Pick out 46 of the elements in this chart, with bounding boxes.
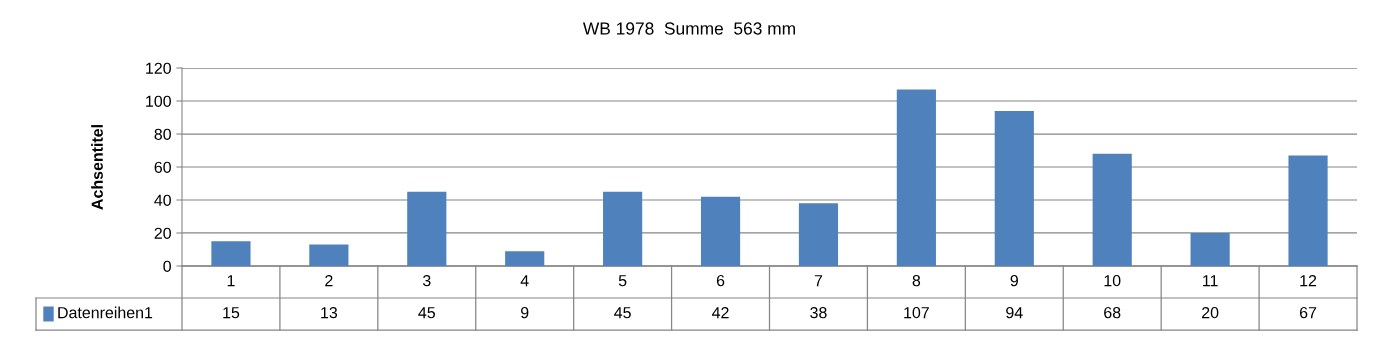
bar [1288, 155, 1328, 266]
y-tick-label: 0 [163, 260, 171, 272]
x-tick-label: 4 [520, 275, 529, 287]
bar [896, 89, 936, 266]
x-tick-label: 11 [1203, 275, 1218, 287]
bar [1190, 233, 1230, 266]
bar [994, 110, 1034, 266]
data-label: 42 [712, 306, 729, 319]
data-label: 13 [321, 306, 338, 319]
data-label: 9 [521, 306, 529, 319]
x-tick-label: 7 [814, 275, 823, 287]
y-tick-label: 100 [146, 95, 171, 107]
data-label: 45 [614, 307, 631, 319]
x-tick-label: 10 [1104, 274, 1121, 287]
data-label: 15 [223, 307, 240, 319]
bar [700, 196, 741, 266]
y-tick-label: 80 [154, 128, 171, 140]
data-label: 20 [1202, 306, 1219, 319]
x-tick-label: 6 [716, 274, 725, 287]
data-label: 38 [810, 306, 827, 319]
x-tick-label: 8 [912, 274, 921, 287]
data-label: 45 [418, 307, 436, 319]
data-label: 94 [1006, 306, 1023, 319]
legend-label: Datenreihen1 [58, 306, 153, 319]
x-tick-label: 9 [1010, 274, 1018, 287]
bar [211, 241, 251, 266]
y-tick-label: 40 [154, 194, 171, 206]
y-axis-title: Achsentitel [91, 125, 103, 210]
data-label: 68 [1104, 306, 1121, 319]
x-tick-label: 1 [227, 275, 235, 287]
x-tick-label: 12 [1300, 274, 1317, 287]
y-tick-label: 60 [154, 161, 171, 173]
bar [309, 244, 349, 266]
y-tick-label: 20 [154, 227, 171, 239]
bar [407, 191, 447, 266]
bar [505, 251, 545, 266]
x-tick-label: 2 [325, 274, 333, 287]
x-tick-label: 5 [618, 275, 627, 287]
chart-title: WB 1978 Summe 563 mm [582, 22, 795, 35]
bar [1092, 153, 1132, 266]
bar [798, 203, 839, 266]
y-tick-label: 120 [146, 62, 171, 74]
data-label: 107 [904, 306, 929, 319]
data-label: 67 [1299, 306, 1317, 319]
bar [603, 191, 643, 266]
x-tick-label: 3 [422, 274, 431, 287]
